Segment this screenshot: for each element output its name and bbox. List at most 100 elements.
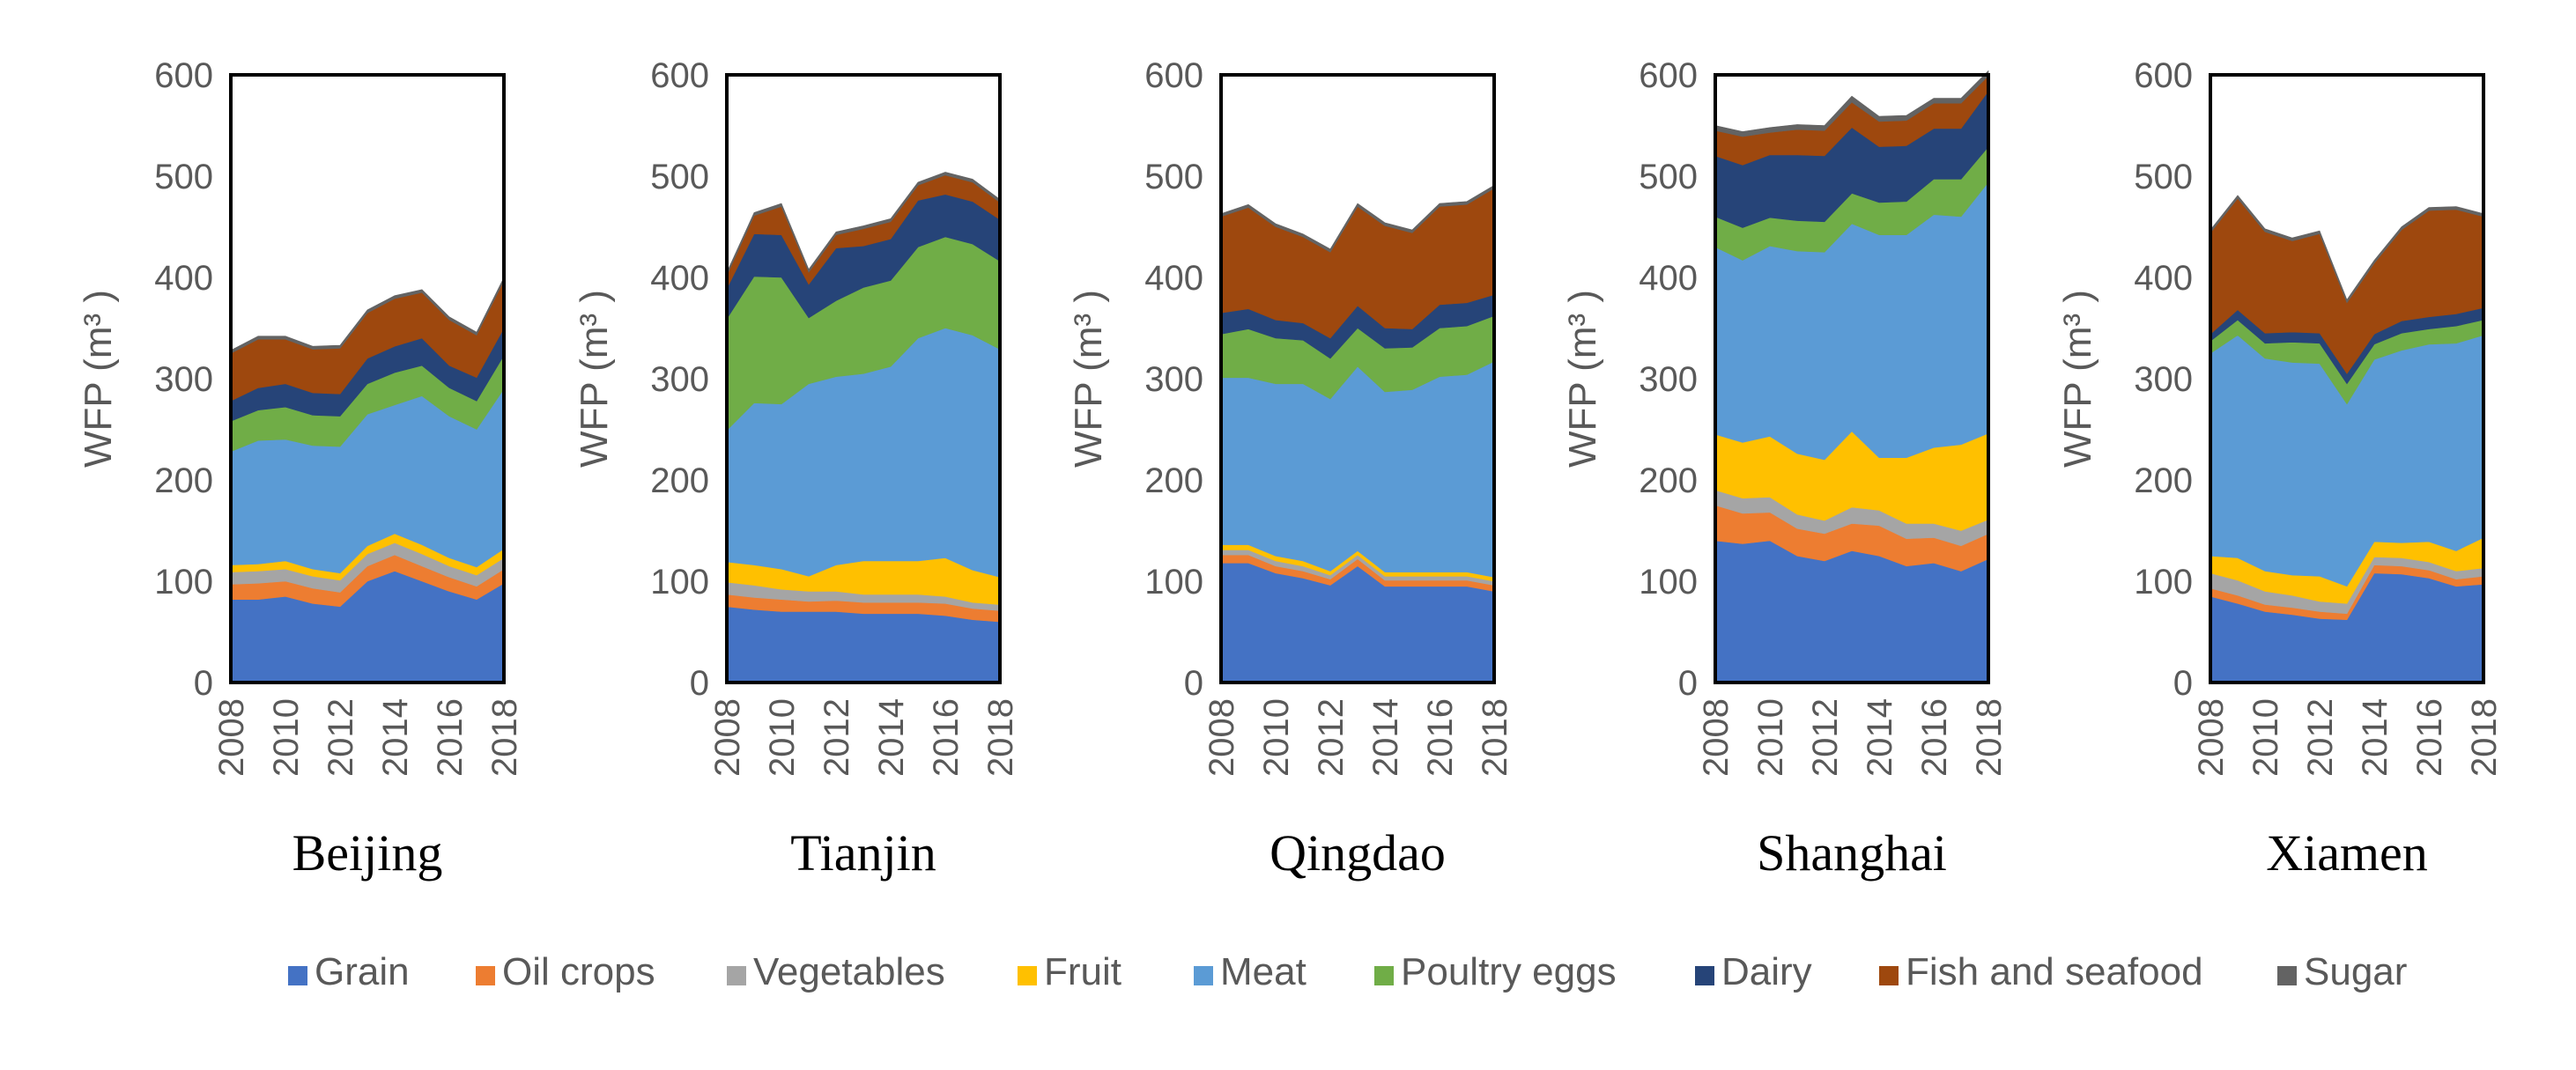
chart-xiamen: 0 100 200 300 400 500 600 2008 2010 2012 2014 2016 2… (2056, 56, 2504, 882)
qingdao-y-axis-label: WFP (m³ ) (1067, 290, 1110, 468)
y-tick-label: 600 (1144, 56, 1203, 95)
y-tick-label: 0 (194, 664, 213, 703)
legend-label: Vegetables (753, 950, 945, 993)
x-tick-label: 2012 (322, 698, 360, 777)
legend-item-meat: Meat (1194, 950, 1307, 993)
x-tick-label: 2018 (1970, 698, 2009, 777)
x-tick-label: 2018 (981, 698, 1020, 777)
y-tick-label: 600 (1639, 56, 1698, 95)
y-tick-label: 100 (2134, 563, 2193, 601)
x-tick-label: 2008 (1697, 698, 1736, 777)
legend-swatch (476, 966, 495, 985)
x-tick-label: 2016 (927, 698, 966, 777)
y-tick-label: 0 (690, 664, 709, 703)
legend-label: Grain (315, 950, 410, 993)
x-tick-label: 2010 (1751, 698, 1790, 777)
chart-beijing: 0 100 200 300 400 500 600 2008 2010 2012 2014 2016 2… (77, 56, 524, 882)
legend-label: Fruit (1044, 950, 1121, 993)
legend-swatch (288, 966, 307, 985)
x-tick-label: 2012 (818, 698, 856, 777)
x-tick-label: 2014 (872, 698, 911, 777)
legend-swatch (1374, 966, 1394, 985)
tianjin-areas (726, 172, 1001, 683)
y-tick-label: 100 (1639, 563, 1698, 601)
legend-swatch (727, 966, 746, 985)
chart-qingdao: 0 100 200 300 400 500 600 2008 2010 2012 2014 2016 2… (1067, 56, 1514, 882)
legend-item-fish-and-seafood: Fish and seafood (1879, 950, 2203, 993)
shanghai-areas (1714, 70, 1989, 683)
x-tick-label: 2018 (485, 698, 524, 777)
tianjin-title: Tianjin (790, 824, 936, 882)
legend-label: Poultry eggs (1401, 950, 1617, 993)
y-tick-label: 300 (1639, 360, 1698, 399)
x-tick-label: 2008 (708, 698, 747, 777)
legend-swatch (2277, 966, 2297, 985)
y-tick-label: 0 (1678, 664, 1698, 703)
beijing-title: Beijing (292, 824, 443, 882)
shanghai-title: Shanghai (1757, 824, 1947, 882)
xiamen-title: Xiamen (2266, 824, 2428, 882)
y-tick-label: 200 (1639, 461, 1698, 500)
legend-item-oil-crops: Oil crops (476, 950, 655, 993)
y-tick-label: 600 (2134, 56, 2193, 95)
legend-label: Sugar (2304, 950, 2407, 993)
x-tick-label: 2008 (2192, 698, 2231, 777)
legend-item-dairy: Dairy (1695, 950, 1812, 993)
x-tick-label: 2016 (1915, 698, 1954, 777)
x-tick-label: 2012 (2301, 698, 2340, 777)
x-tick-label: 2012 (1806, 698, 1845, 777)
y-tick-label: 0 (2173, 664, 2193, 703)
legend-swatch (1194, 966, 1213, 985)
y-tick-label: 400 (650, 259, 709, 298)
qingdao-areas (1220, 184, 1495, 683)
x-tick-label: 2008 (1203, 698, 1241, 777)
y-tick-label: 500 (1639, 158, 1698, 196)
x-tick-label: 2016 (1421, 698, 1460, 777)
legend-swatch (1879, 966, 1899, 985)
y-tick-label: 100 (650, 563, 709, 601)
y-tick-label: 100 (154, 563, 213, 601)
charts: 0 100 200 300 400 500 600 2008 2010 2012 2014 2016 2… (77, 56, 2504, 882)
x-tick-label: 2008 (212, 698, 251, 777)
y-tick-label: 500 (650, 158, 709, 196)
y-tick-label: 200 (2134, 461, 2193, 500)
y-tick-label: 500 (1144, 158, 1203, 196)
legend-item-sugar: Sugar (2277, 950, 2407, 993)
x-tick-label: 2014 (376, 698, 415, 777)
legend-label: Fish and seafood (1906, 950, 2203, 993)
qingdao-title: Qingdao (1269, 824, 1446, 882)
x-tick-label: 2014 (1861, 698, 1899, 777)
y-tick-label: 200 (154, 461, 213, 500)
chart-tianjin: 0 100 200 300 400 500 600 2008 2010 2012 2014 2016 2… (573, 56, 1020, 882)
legend-swatch (1695, 966, 1714, 985)
y-tick-label: 200 (650, 461, 709, 500)
y-tick-label: 300 (650, 360, 709, 399)
y-tick-label: 500 (154, 158, 213, 196)
xiamen-y-axis-label: WFP (m³ ) (2056, 290, 2099, 468)
legend-item-fruit: Fruit (1018, 950, 1121, 993)
y-tick-label: 300 (1144, 360, 1203, 399)
y-tick-label: 400 (2134, 259, 2193, 298)
tianjin-plot-frame (725, 73, 1002, 684)
legend-label: Dairy (1721, 950, 1812, 993)
legend-item-poultry-eggs: Poultry eggs (1374, 950, 1617, 993)
y-tick-label: 300 (154, 360, 213, 399)
legend-label: Meat (1220, 950, 1307, 993)
tianjin-y-axis-label: WFP (m³ ) (573, 290, 616, 468)
y-tick-label: 300 (2134, 360, 2193, 399)
legend-item-vegetables: Vegetables (727, 950, 945, 993)
legend-item-grain: Grain (288, 950, 410, 993)
beijing-areas (230, 277, 505, 683)
y-tick-label: 500 (2134, 158, 2193, 196)
shanghai-y-axis-label: WFP (m³ ) (1561, 290, 1604, 468)
y-tick-label: 200 (1144, 461, 1203, 500)
y-tick-label: 400 (1639, 259, 1698, 298)
xiamen-plot-frame (2209, 73, 2485, 684)
x-tick-label: 2012 (1312, 698, 1351, 777)
x-tick-label: 2010 (2247, 698, 2285, 777)
y-tick-label: 400 (154, 259, 213, 298)
x-tick-label: 2018 (1476, 698, 1514, 777)
y-tick-label: 400 (1144, 259, 1203, 298)
x-tick-label: 2018 (2465, 698, 2504, 777)
y-tick-label: 0 (1184, 664, 1203, 703)
